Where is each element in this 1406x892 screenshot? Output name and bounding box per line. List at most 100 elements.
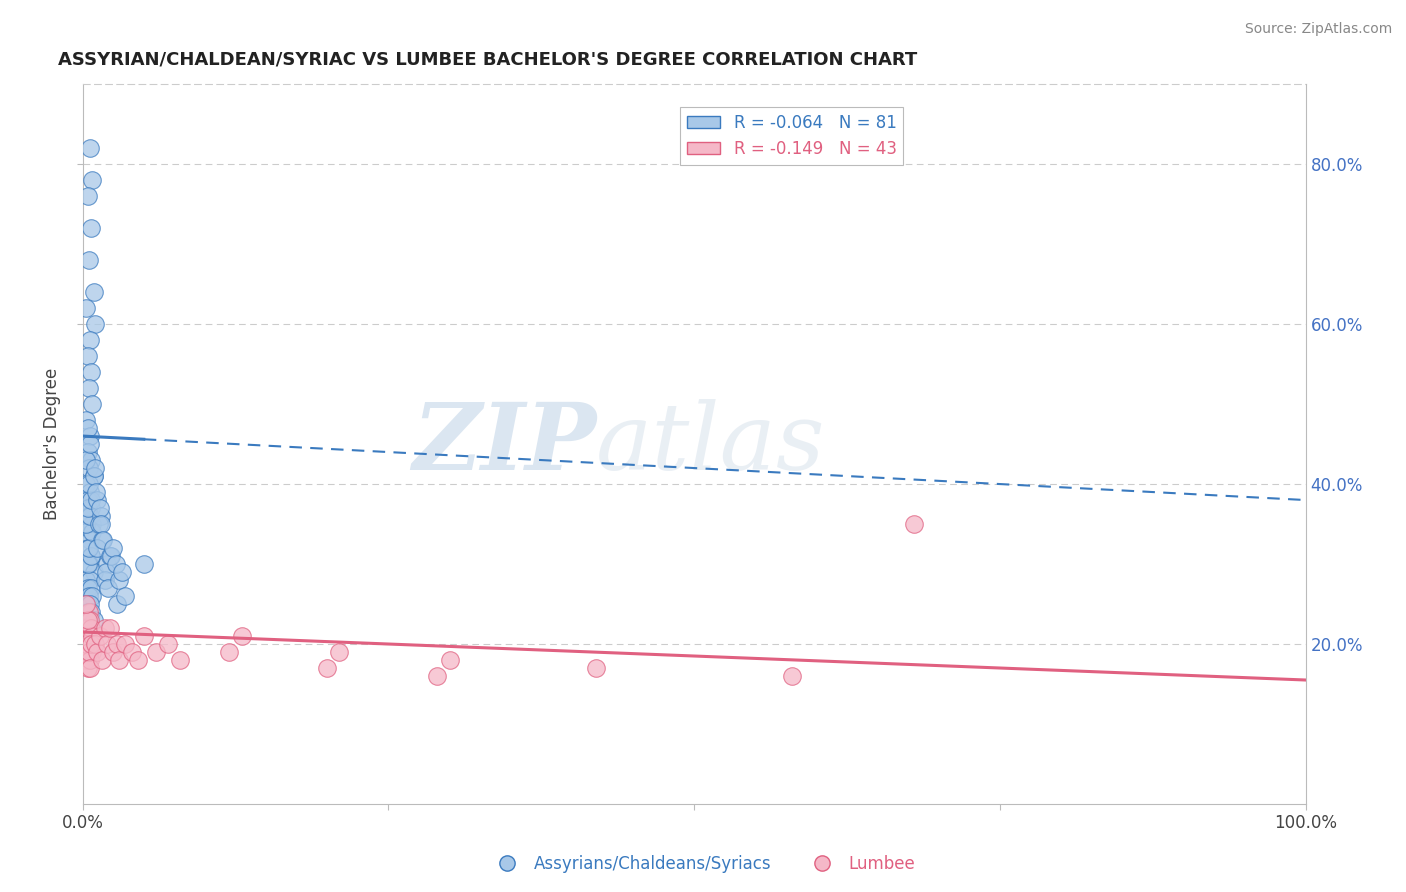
Point <box>75 516 97 531</box>
Point <box>91 653 114 667</box>
Point <box>79 621 101 635</box>
Point <box>100 549 122 563</box>
Point <box>84 485 107 500</box>
Point <box>86 493 108 508</box>
Point <box>94 565 117 579</box>
Point <box>79 613 101 627</box>
Point <box>76 189 98 203</box>
Point <box>83 317 105 331</box>
Point <box>79 333 101 347</box>
Point <box>89 501 111 516</box>
Legend: R = -0.064   N = 81, R = -0.149   N = 43: R = -0.064 N = 81, R = -0.149 N = 43 <box>681 107 904 164</box>
Point <box>157 637 180 651</box>
Point <box>77 557 100 571</box>
Text: ASSYRIAN/CHALDEAN/SYRIAC VS LUMBEE BACHELOR'S DEGREE CORRELATION CHART: ASSYRIAN/CHALDEAN/SYRIAC VS LUMBEE BACHE… <box>58 51 918 69</box>
Point <box>83 285 105 299</box>
Point <box>79 509 101 524</box>
Point <box>76 501 98 516</box>
Point <box>77 645 100 659</box>
Point <box>75 573 97 587</box>
Point <box>77 461 100 475</box>
Point <box>83 469 105 483</box>
Point <box>79 661 101 675</box>
Point <box>82 629 104 643</box>
Point <box>90 509 112 524</box>
Legend: Assyrians/Chaldeans/Syriacs, Lumbee: Assyrians/Chaldeans/Syriacs, Lumbee <box>484 848 922 880</box>
Point <box>79 653 101 667</box>
Point <box>76 613 98 627</box>
Point <box>145 645 167 659</box>
Point <box>93 533 115 547</box>
Point <box>86 645 108 659</box>
Point <box>90 516 112 531</box>
Point <box>105 597 128 611</box>
Point <box>108 573 131 587</box>
Point <box>91 533 114 547</box>
Text: Source: ZipAtlas.com: Source: ZipAtlas.com <box>1244 22 1392 37</box>
Point <box>218 645 240 659</box>
Point <box>79 141 101 155</box>
Text: atlas: atlas <box>596 399 825 489</box>
Point <box>76 349 98 363</box>
Point <box>79 533 101 547</box>
Point <box>83 613 105 627</box>
Point <box>87 516 110 531</box>
Point <box>75 524 97 539</box>
Point <box>114 637 136 651</box>
Point <box>75 413 97 427</box>
Point <box>76 621 98 635</box>
Point <box>96 557 118 571</box>
Point <box>93 621 115 635</box>
Point <box>80 453 103 467</box>
Point <box>82 524 104 539</box>
Point <box>83 565 105 579</box>
Point <box>121 645 143 659</box>
Point <box>75 301 97 315</box>
Point <box>80 365 103 379</box>
Point <box>77 613 100 627</box>
Point <box>108 653 131 667</box>
Point <box>83 637 105 651</box>
Point <box>132 557 155 571</box>
Point <box>93 573 115 587</box>
Point <box>80 221 103 235</box>
Point <box>76 661 98 675</box>
Point <box>75 637 97 651</box>
Point <box>83 469 105 483</box>
Point <box>75 597 97 611</box>
Point <box>76 421 98 435</box>
Point <box>76 557 98 571</box>
Point <box>75 597 97 611</box>
Point <box>82 589 104 603</box>
Point <box>77 253 100 268</box>
Point <box>77 589 100 603</box>
Point <box>80 637 103 651</box>
Point <box>80 637 103 651</box>
Point <box>439 653 461 667</box>
Point <box>103 645 125 659</box>
Point <box>231 629 253 643</box>
Point <box>82 516 104 531</box>
Point <box>111 565 134 579</box>
Point <box>76 581 98 595</box>
Point <box>98 549 121 563</box>
Point <box>80 501 103 516</box>
Point <box>328 645 350 659</box>
Point <box>77 605 100 619</box>
Point <box>76 541 98 555</box>
Point <box>127 653 149 667</box>
Point <box>76 605 98 619</box>
Point <box>79 485 101 500</box>
Point <box>76 493 98 508</box>
Point <box>105 637 128 651</box>
Point <box>77 381 100 395</box>
Point <box>77 509 100 524</box>
Point <box>80 605 103 619</box>
Point <box>132 629 155 643</box>
Point <box>114 589 136 603</box>
Point <box>103 541 125 555</box>
Point <box>75 629 97 643</box>
Point <box>316 661 339 675</box>
Point <box>79 429 101 443</box>
Point <box>89 629 111 643</box>
